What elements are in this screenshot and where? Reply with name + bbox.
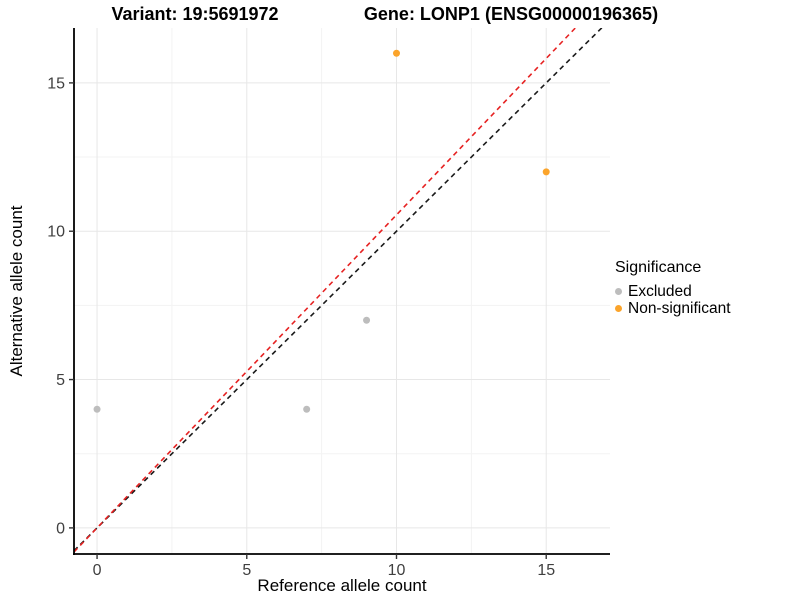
data-point-non-significant: [542, 168, 550, 176]
excluded-swatch-icon: [615, 288, 622, 295]
legend: Significance Excluded Non-significant: [615, 259, 731, 317]
x-tick-label: 10: [388, 562, 406, 579]
y-tick-label: 5: [56, 372, 65, 389]
identity-line: [74, 28, 603, 552]
legend-item-label: Non-significant: [628, 299, 731, 317]
data-point-excluded: [93, 405, 101, 413]
x-tick-label: 5: [242, 562, 251, 579]
gene-title: Gene: LONP1 (ENSG00000196365): [363, 4, 659, 24]
variant-title: Variant: 19:5691972: [111, 4, 279, 24]
data-point-excluded: [303, 405, 311, 413]
data-point-excluded: [363, 316, 371, 324]
x-axis-title: Reference allele count: [257, 576, 427, 595]
y-tick-label: 15: [47, 75, 65, 92]
y-axis-title: Alternative allele count: [7, 205, 26, 377]
y-tick-label: 0: [56, 520, 65, 537]
legend-item-non-significant: Non-significant: [615, 300, 731, 317]
expected-ratio-line: [74, 28, 577, 553]
x-tick-label: 0: [93, 562, 102, 579]
data-point-non-significant: [392, 49, 400, 57]
legend-title: Significance: [615, 259, 702, 276]
legend-item-excluded: Excluded: [615, 283, 731, 300]
legend-item-label: Excluded: [628, 282, 692, 300]
y-tick-label: 10: [47, 224, 65, 241]
x-tick-label: 15: [537, 562, 555, 579]
non-significant-swatch-icon: [615, 305, 622, 312]
